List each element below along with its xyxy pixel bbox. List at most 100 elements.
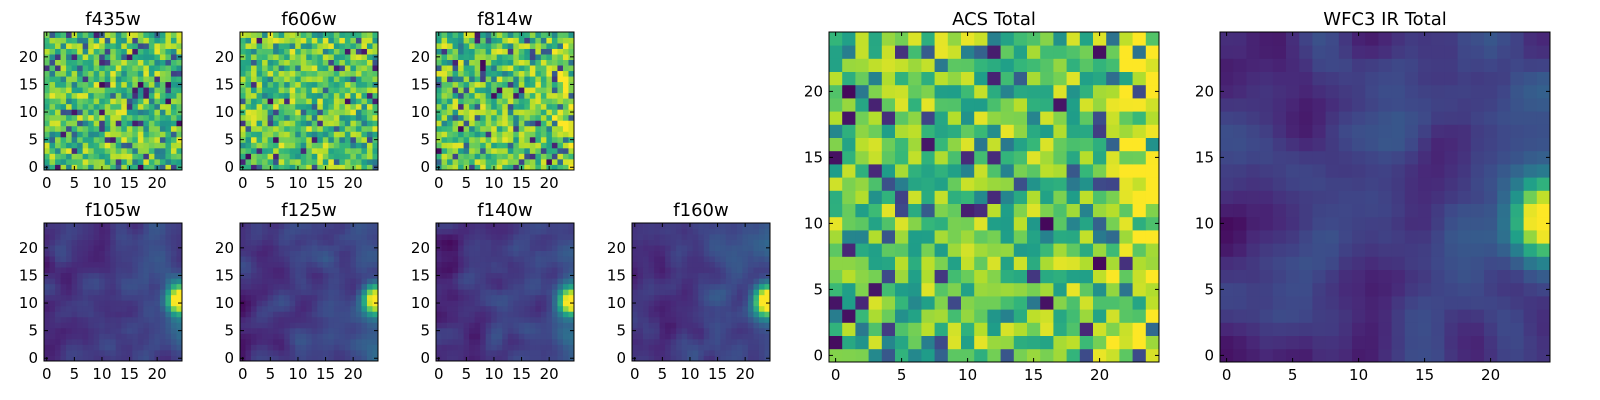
heatmap-cell: [251, 327, 257, 334]
heatmap-cell: [71, 48, 78, 55]
heatmap-cell: [170, 289, 177, 296]
heatmap-cell: [725, 349, 732, 356]
heatmap-cell: [568, 250, 575, 257]
heatmap-cell: [245, 355, 252, 362]
heatmap-cell: [132, 142, 139, 149]
heatmap-cell: [55, 109, 61, 116]
heatmap-cell: [82, 322, 89, 329]
heatmap-cell: [474, 103, 481, 110]
heatmap-cell: [758, 278, 765, 285]
heatmap-cell: [121, 289, 128, 296]
heatmap-cell: [692, 261, 699, 268]
heatmap-cell: [524, 322, 531, 329]
heatmap-cell: [1040, 322, 1054, 336]
heatmap-cell: [143, 355, 150, 362]
heatmap-cell: [447, 283, 453, 290]
heatmap-cell: [513, 311, 520, 318]
heatmap-cell: [273, 245, 280, 251]
heatmap-cell: [436, 76, 442, 83]
heatmap-cell: [463, 120, 470, 127]
heatmap-cell: [110, 267, 117, 274]
heatmap-cell: [507, 283, 514, 290]
heatmap-cell: [463, 228, 470, 235]
heatmap-cell: [934, 150, 949, 165]
heatmap-cell: [71, 59, 78, 66]
heatmap-cell: [908, 269, 922, 284]
heatmap-cell: [317, 234, 324, 240]
heatmap-cell: [60, 158, 67, 165]
heatmap-cell: [372, 322, 379, 329]
heatmap-cell: [165, 37, 172, 44]
heatmap-cell: [170, 305, 177, 312]
heatmap-cell: [921, 164, 935, 178]
heatmap-cell: [961, 190, 975, 204]
heatmap-cell: [44, 267, 50, 274]
heatmap-cell: [104, 81, 111, 88]
heatmap-cell: [55, 136, 61, 143]
heatmap-cell: [110, 344, 117, 351]
heatmap-cell: [731, 344, 738, 351]
heatmap-cell: [447, 338, 453, 345]
heatmap-cell: [278, 245, 285, 251]
heatmap-cell: [720, 333, 727, 340]
heatmap-cell: [546, 289, 553, 296]
heatmap-cell: [154, 305, 161, 312]
heatmap-cell: [361, 305, 368, 312]
heatmap-cell: [295, 103, 302, 110]
heatmap-cell: [436, 349, 442, 356]
heatmap-cell: [170, 87, 177, 94]
heatmap-cell: [524, 234, 531, 240]
heatmap-cell: [562, 283, 569, 290]
heatmap-cell: [720, 316, 727, 323]
heatmap-cell: [502, 311, 509, 318]
heatmap-cell: [551, 228, 558, 235]
heatmap-cell: [289, 76, 296, 83]
heatmap-cell: [77, 228, 84, 235]
heatmap-cell: [289, 256, 296, 263]
heatmap-cell: [665, 316, 672, 323]
heatmap-cell: [441, 272, 448, 279]
heatmap-cell: [328, 239, 335, 246]
heatmap-cell: [328, 272, 335, 279]
heatmap-cell: [720, 278, 727, 285]
heatmap-cell: [66, 153, 72, 160]
heatmap-cell: [176, 261, 183, 268]
heatmap-cell: [681, 327, 688, 334]
heatmap-cell: [921, 322, 935, 336]
heatmap-cell: [273, 234, 280, 240]
heatmap-cell: [562, 32, 569, 38]
heatmap-cell: [637, 333, 644, 340]
heatmap-cell: [485, 164, 492, 171]
heatmap-cell: [736, 355, 743, 362]
heatmap-cell: [284, 87, 291, 94]
heatmap-cell: [245, 261, 252, 268]
heatmap-cell: [447, 136, 453, 143]
heatmap-cell: [513, 344, 520, 351]
heatmap-cell: [562, 228, 569, 235]
heatmap-cell: [568, 338, 575, 345]
heatmap-cell: [480, 70, 487, 77]
heatmap-cell: [921, 348, 935, 363]
heatmap-cell: [262, 65, 268, 72]
heatmap-cell: [306, 239, 313, 246]
heatmap-cell: [458, 305, 464, 312]
heatmap-cell: [1013, 309, 1028, 323]
heatmap-cell: [245, 120, 252, 127]
heatmap-cell: [284, 234, 291, 240]
heatmap-cell: [60, 278, 67, 285]
heatmap-cell: [458, 272, 464, 279]
heatmap-cell: [44, 256, 50, 263]
heatmap-cell: [66, 228, 72, 235]
heatmap-cell: [670, 344, 677, 351]
heatmap-cell: [328, 223, 335, 229]
heatmap-cell: [88, 327, 95, 334]
heatmap-cell: [132, 158, 139, 165]
heatmap-cell: [676, 344, 683, 351]
heatmap-cell: [546, 278, 553, 285]
heatmap-cell: [458, 355, 464, 362]
heatmap-cell: [1079, 203, 1094, 218]
heatmap-cell: [546, 228, 553, 235]
heatmap-cell: [154, 234, 161, 240]
heatmap-cell: [328, 153, 335, 160]
heatmap-cell: [55, 158, 61, 165]
